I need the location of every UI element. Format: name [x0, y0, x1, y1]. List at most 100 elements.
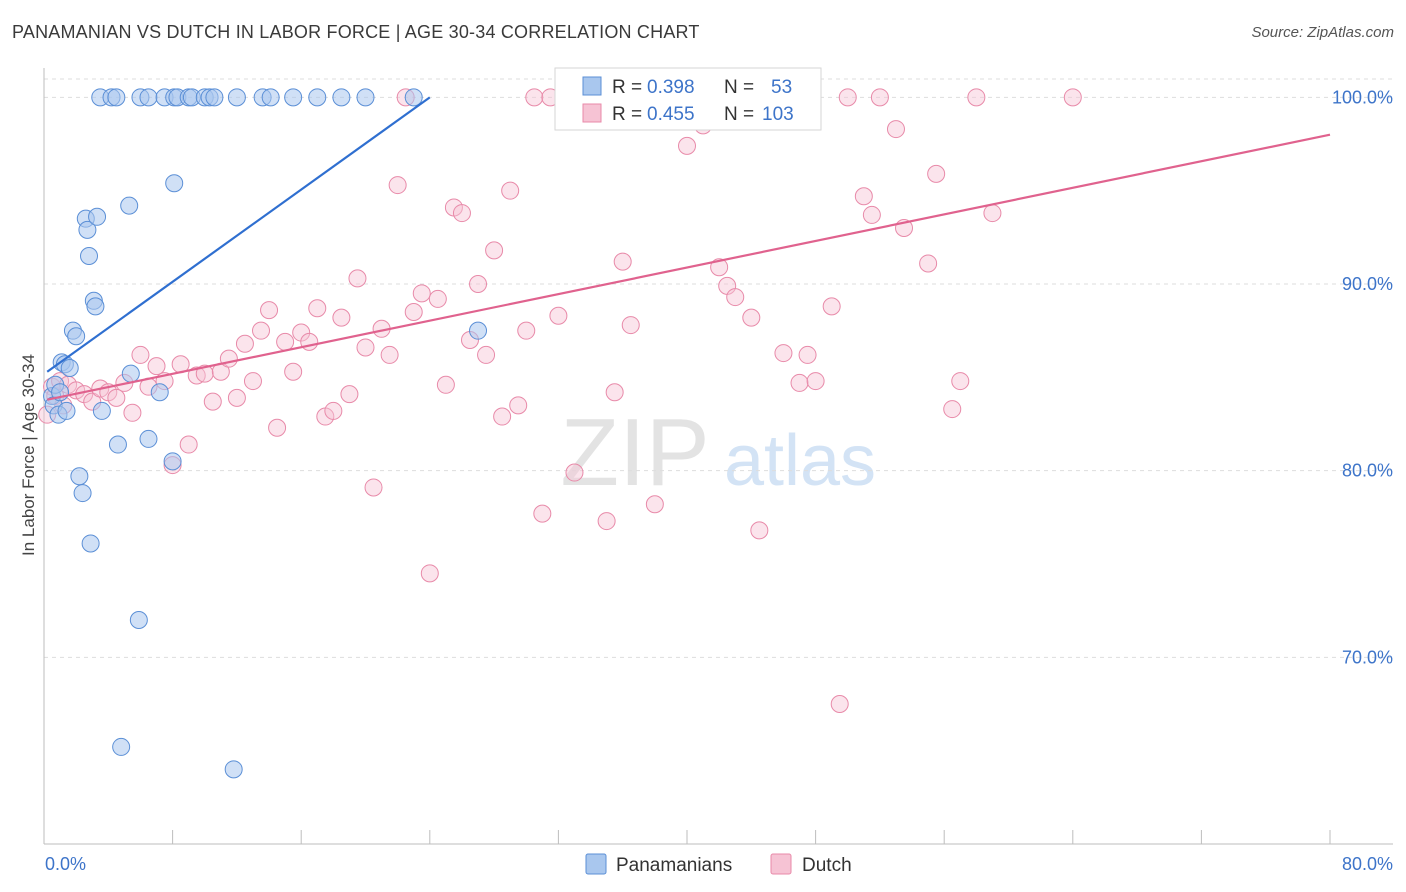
- panamanian-point: [86, 297, 105, 316]
- panamanian-point: [78, 220, 97, 239]
- dutch-point: [356, 338, 375, 357]
- legend-n-label-1: N =: [724, 77, 754, 98]
- panamanian-point: [165, 174, 184, 193]
- dutch-point: [645, 495, 664, 514]
- legend-swatch-pink: [582, 103, 602, 123]
- dutch-point: [549, 306, 568, 325]
- panamanian-point: [129, 611, 148, 629]
- watermark: ZIP atlas: [560, 399, 876, 506]
- dutch-point: [710, 258, 729, 277]
- dutch-point: [533, 504, 552, 523]
- x-tick-label-min: 0.0%: [45, 854, 86, 874]
- y-tick-label: 70.0%: [1342, 647, 1393, 667]
- panamanian-point: [404, 88, 423, 107]
- panamanian-point: [261, 88, 280, 107]
- panamanian-point: [60, 359, 79, 377]
- dutch-point: [517, 321, 536, 340]
- dutch-point: [203, 392, 222, 411]
- dutch-point: [235, 334, 254, 353]
- panamanian-point: [139, 88, 158, 107]
- y-tick-label: 80.0%: [1342, 461, 1393, 481]
- legend-n-value-1: 53: [771, 77, 792, 98]
- dutch-point: [621, 316, 640, 335]
- dutch-point: [509, 396, 528, 415]
- dutch-point: [806, 372, 825, 391]
- dutch-point: [838, 88, 857, 107]
- dutch-point: [428, 289, 447, 308]
- panamanian-trend-line: [46, 96, 431, 373]
- trend-lines: [46, 96, 1331, 401]
- dutch-point: [308, 299, 327, 318]
- dutch-point: [798, 345, 817, 364]
- legend-n-label-2: N =: [724, 104, 754, 125]
- dutch-point: [967, 88, 986, 107]
- y-tick-label: 90.0%: [1342, 274, 1393, 294]
- dutch-point: [927, 164, 946, 183]
- grid-layer: [44, 78, 1393, 658]
- legend-swatch-blue: [582, 76, 602, 96]
- panamanian-point: [332, 88, 351, 107]
- dutch-point: [525, 88, 544, 107]
- dutch-point: [726, 288, 745, 307]
- dutch-point: [195, 364, 214, 383]
- dutch-point: [364, 478, 383, 497]
- dutch-point: [886, 120, 905, 139]
- panamanian-point: [163, 452, 182, 471]
- dutch-point: [147, 357, 166, 376]
- dutch-point: [485, 241, 504, 260]
- dutch-point: [123, 403, 142, 422]
- axis-layer: 70.0% 80.0% 90.0% 100.0%: [43, 68, 1393, 845]
- correlation-legend: R = 0.398 N = 53 R = 0.455 N = 103: [554, 67, 822, 131]
- panamanian-point: [150, 383, 169, 402]
- dutch-point: [436, 375, 455, 394]
- dutch-point: [597, 512, 616, 531]
- legend-r-value-2: 0.455: [647, 104, 695, 125]
- dutch-point: [107, 388, 126, 407]
- panamanian-point: [120, 196, 139, 215]
- dutch-point: [830, 695, 849, 713]
- panamanian-point: [81, 534, 100, 553]
- source-credit: Source: ZipAtlas.com: [1251, 24, 1394, 41]
- legend-n-value-2: 103: [762, 104, 794, 125]
- dutch-point: [1063, 88, 1082, 107]
- dutch-point: [862, 205, 881, 224]
- panamanian-point: [284, 88, 303, 107]
- series-legend: Panamanians Dutch: [585, 853, 852, 876]
- dutch-point: [854, 187, 873, 206]
- dutch-point: [412, 284, 431, 303]
- panamanian-point: [57, 401, 76, 420]
- dutch-point: [131, 345, 150, 364]
- panamanian-point: [67, 327, 86, 346]
- dutch-point: [227, 388, 246, 407]
- dutch-point: [493, 407, 512, 426]
- dutch-point: [252, 321, 271, 340]
- series-legend-swatch-dutch: [770, 853, 792, 875]
- panamanian-point: [73, 484, 92, 503]
- panamanian-point: [80, 247, 99, 265]
- dutch-point: [420, 564, 439, 583]
- dutch-point: [340, 385, 359, 404]
- dutch-point: [822, 297, 841, 316]
- dutch-point: [774, 344, 793, 363]
- dutch-point: [501, 181, 520, 200]
- panamanian-points: [43, 88, 488, 779]
- legend-r-label-2: R =: [612, 104, 642, 125]
- dutch-point: [565, 463, 584, 482]
- legend-r-value-1: 0.398: [647, 77, 695, 98]
- dutch-point: [469, 275, 488, 293]
- dutch-point: [219, 349, 238, 368]
- dutch-point: [605, 383, 624, 402]
- series-legend-label-dutch: Dutch: [802, 855, 852, 876]
- panamanian-point: [227, 88, 246, 107]
- dutch-point: [284, 362, 303, 381]
- dutch-point: [919, 254, 938, 273]
- series-legend-label-panamanians: Panamanians: [616, 855, 732, 876]
- dutch-point: [943, 400, 962, 419]
- dutch-point: [742, 308, 761, 327]
- panamanian-point: [92, 401, 111, 420]
- y-axis-title: In Labor Force | Age 30-34: [19, 354, 38, 556]
- panamanian-point: [88, 207, 107, 226]
- panamanian-point: [121, 364, 140, 383]
